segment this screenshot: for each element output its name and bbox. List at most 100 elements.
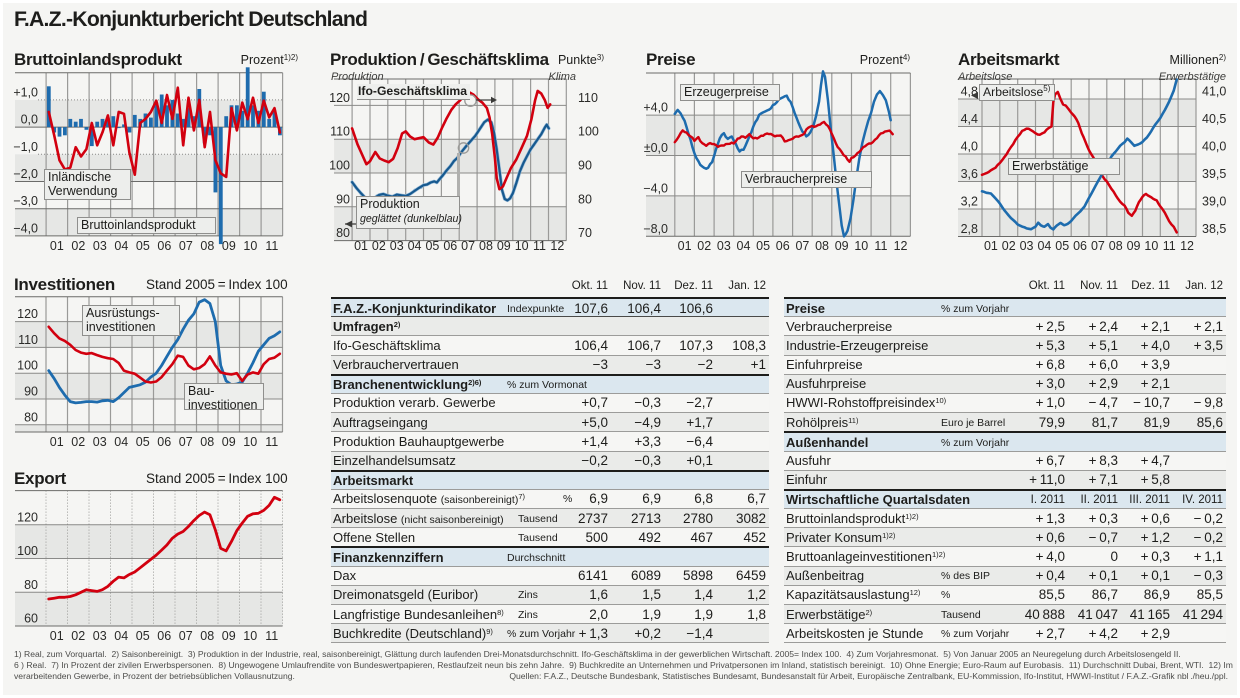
svg-text:02: 02 [1002, 239, 1016, 253]
svg-text:70: 70 [578, 226, 592, 240]
svg-text:60: 60 [24, 612, 38, 626]
svg-text:100: 100 [17, 544, 38, 558]
svg-text:09: 09 [222, 239, 236, 253]
svg-text:02: 02 [71, 239, 85, 253]
svg-text:06: 06 [157, 435, 171, 449]
svg-text:3,2: 3,2 [961, 195, 978, 209]
svg-text:02: 02 [697, 239, 711, 253]
svg-text:08: 08 [815, 239, 829, 253]
svg-text:100: 100 [17, 359, 38, 373]
svg-text:90: 90 [24, 385, 38, 399]
svg-text:−4,0: −4,0 [643, 181, 668, 195]
svg-text:07: 07 [1091, 239, 1105, 253]
svg-text:10: 10 [243, 629, 257, 643]
svg-text:07: 07 [461, 239, 475, 253]
svg-text:10: 10 [854, 239, 868, 253]
svg-text:08: 08 [200, 629, 214, 643]
svg-text:03: 03 [93, 239, 107, 253]
svg-text:06: 06 [1073, 239, 1087, 253]
svg-text:±0,0: ±0,0 [644, 141, 668, 155]
svg-text:08: 08 [200, 239, 214, 253]
svg-text:110: 110 [578, 91, 598, 105]
svg-text:04: 04 [408, 239, 422, 253]
svg-text:80: 80 [24, 410, 38, 424]
svg-text:11: 11 [874, 239, 887, 253]
svg-text:05: 05 [136, 239, 150, 253]
svg-text:100: 100 [578, 125, 599, 139]
svg-text:2,8: 2,8 [961, 222, 978, 236]
svg-text:03: 03 [93, 629, 107, 643]
svg-text:39,0: 39,0 [1202, 195, 1226, 209]
svg-text:04: 04 [114, 239, 128, 253]
svg-text:05: 05 [136, 629, 150, 643]
svg-text:03: 03 [717, 239, 731, 253]
svg-text:06: 06 [776, 239, 790, 253]
svg-text:01: 01 [50, 435, 64, 449]
svg-text:11: 11 [265, 435, 278, 449]
svg-text:04: 04 [114, 629, 128, 643]
svg-text:05: 05 [1055, 239, 1069, 253]
svg-text:03: 03 [390, 239, 404, 253]
svg-text:90: 90 [578, 159, 592, 173]
svg-text:07: 07 [179, 629, 193, 643]
svg-text:11: 11 [265, 629, 278, 643]
svg-text:12: 12 [1180, 239, 1194, 253]
svg-text:+1,0: +1,0 [13, 85, 38, 99]
svg-text:10: 10 [1144, 239, 1158, 253]
svg-text:10: 10 [243, 435, 257, 449]
svg-text:07: 07 [179, 435, 193, 449]
svg-text:03: 03 [1020, 239, 1034, 253]
svg-text:09: 09 [222, 629, 236, 643]
svg-text:38,5: 38,5 [1202, 222, 1226, 236]
svg-text:90: 90 [336, 192, 350, 206]
svg-text:09: 09 [222, 435, 236, 449]
svg-text:110: 110 [330, 125, 350, 139]
svg-text:08: 08 [200, 435, 214, 449]
svg-text:01: 01 [984, 239, 998, 253]
svg-text:0,0: 0,0 [21, 113, 38, 127]
svg-text:04: 04 [114, 435, 128, 449]
svg-text:01: 01 [50, 239, 64, 253]
svg-text:09: 09 [497, 239, 511, 253]
svg-text:12: 12 [894, 239, 908, 253]
svg-text:−4,0: −4,0 [13, 221, 38, 235]
svg-text:08: 08 [1109, 239, 1123, 253]
svg-text:06: 06 [157, 629, 171, 643]
svg-text:12: 12 [550, 239, 564, 253]
svg-text:05: 05 [425, 239, 439, 253]
svg-text:−2,0: −2,0 [13, 167, 38, 181]
svg-text:80: 80 [578, 192, 592, 206]
svg-text:07: 07 [795, 239, 809, 253]
svg-text:11: 11 [265, 239, 278, 253]
svg-text:100: 100 [329, 159, 350, 173]
svg-text:05: 05 [756, 239, 770, 253]
svg-text:10: 10 [243, 239, 257, 253]
svg-text:4,0: 4,0 [961, 140, 978, 154]
svg-text:40,0: 40,0 [1202, 140, 1226, 154]
svg-text:120: 120 [329, 91, 350, 105]
svg-text:11: 11 [1163, 239, 1176, 253]
svg-text:04: 04 [737, 239, 751, 253]
svg-text:06: 06 [157, 239, 171, 253]
svg-text:−1,0: −1,0 [13, 140, 38, 154]
svg-text:01: 01 [354, 239, 368, 253]
svg-text:03: 03 [93, 435, 107, 449]
svg-text:01: 01 [50, 629, 64, 643]
svg-text:01: 01 [678, 239, 692, 253]
svg-text:120: 120 [17, 307, 38, 321]
svg-text:110: 110 [18, 333, 38, 347]
svg-text:4,4: 4,4 [961, 112, 978, 126]
svg-text:39,5: 39,5 [1202, 167, 1226, 181]
svg-text:+4,0: +4,0 [643, 101, 668, 115]
svg-text:40,5: 40,5 [1202, 112, 1226, 126]
svg-text:04: 04 [1037, 239, 1051, 253]
svg-text:−3,0: −3,0 [13, 194, 38, 208]
svg-text:09: 09 [835, 239, 849, 253]
svg-text:80: 80 [24, 578, 38, 592]
svg-text:3,6: 3,6 [961, 167, 978, 181]
svg-text:08: 08 [479, 239, 493, 253]
svg-text:120: 120 [17, 510, 38, 524]
svg-text:41,0: 41,0 [1202, 85, 1226, 99]
svg-text:05: 05 [136, 435, 150, 449]
svg-text:80: 80 [336, 226, 350, 240]
